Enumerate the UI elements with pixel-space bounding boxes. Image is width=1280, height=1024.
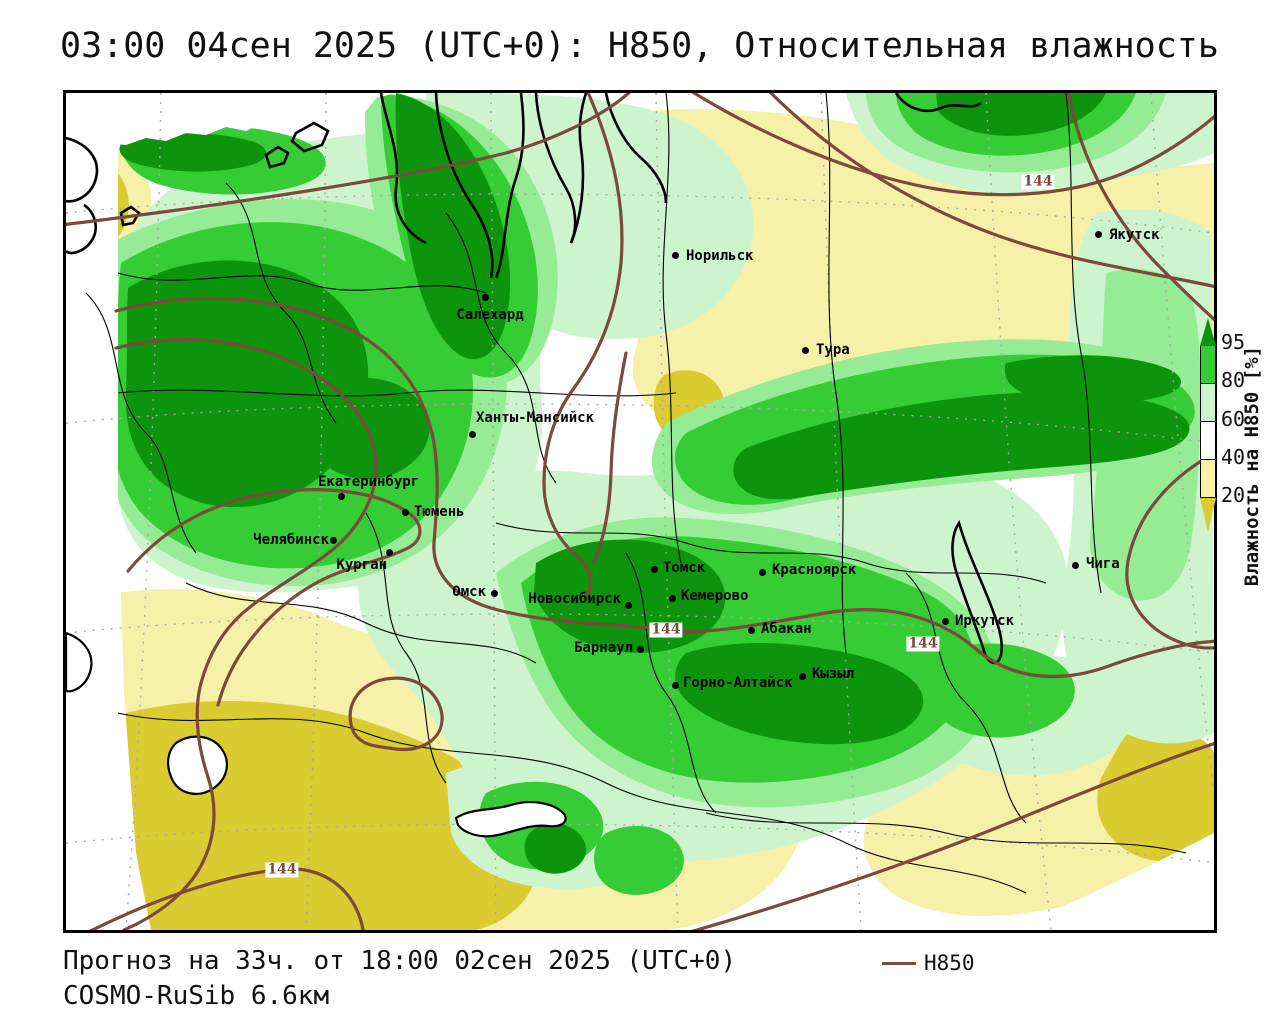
city-marker <box>491 590 498 597</box>
city-marker <box>469 431 476 438</box>
city-label: Курган <box>336 557 387 573</box>
graticule <box>66 93 1214 930</box>
colorbar-tick: 60 <box>1221 406 1246 431</box>
city-label: Абакан <box>761 621 812 637</box>
city-label: Томск <box>663 560 706 576</box>
city-label: Кызыл <box>812 666 855 682</box>
colorbar-tick: 80 <box>1221 367 1246 392</box>
city-marker <box>799 673 806 680</box>
colorbar-level <box>1200 318 1216 346</box>
map-legend: H850 <box>882 951 975 975</box>
colorbar-level <box>1200 346 1216 384</box>
city-marker <box>386 549 393 556</box>
city-marker <box>802 347 809 354</box>
city-marker <box>748 627 755 634</box>
contour-label: 144 <box>265 861 299 878</box>
forecast-info: Прогноз на 33ч. от 18:00 02сен 2025 (UTC… <box>63 946 737 976</box>
city-label: Кемерово <box>681 588 749 604</box>
colorbar-level <box>1200 422 1216 460</box>
h850-legend-label: H850 <box>924 951 975 975</box>
colorbar-level <box>1200 498 1216 532</box>
city-marker <box>330 537 337 544</box>
city-marker <box>402 509 409 516</box>
contour-label: 144 <box>649 621 683 638</box>
city-marker <box>625 602 632 609</box>
model-info: COSMO-RuSib 6.6км <box>63 981 330 1011</box>
humidity-region-gt95 <box>119 93 1190 874</box>
city-label: Якутск <box>1109 227 1160 243</box>
city-marker <box>942 618 949 625</box>
city-marker <box>338 493 345 500</box>
contour-label: 144 <box>906 635 940 652</box>
colorbar-tick: 40 <box>1221 444 1246 469</box>
colorbar-tick: 20 <box>1221 482 1246 507</box>
city-marker <box>482 294 489 301</box>
h850-contours <box>66 93 1214 930</box>
city-label: Ханты-Мансийск <box>476 410 595 426</box>
model-domain-mask <box>66 93 1214 930</box>
city-label: Норильск <box>686 248 754 264</box>
city-label: Барнаул <box>573 640 633 656</box>
city-label: Тюмень <box>414 504 465 520</box>
city-marker <box>651 566 658 573</box>
city-label: Омск <box>452 584 486 600</box>
city-marker <box>1095 231 1102 238</box>
colorbar-tick: 95 <box>1221 329 1246 354</box>
city-marker <box>1072 562 1079 569</box>
city-label: Екатеринбург <box>318 474 420 490</box>
city-marker <box>637 646 644 653</box>
city-marker <box>759 569 766 576</box>
coastlines <box>66 93 1004 665</box>
city-marker <box>669 595 676 602</box>
lakes <box>66 631 567 838</box>
map-overlays: Норильск Якутск Салехард Тура Ханты-Мансийск… <box>66 93 1214 930</box>
humidity-field-map <box>66 93 1214 930</box>
city-label: Горно-Алтайск <box>683 675 793 691</box>
city-label: Иркутск <box>955 613 1015 629</box>
h850-contour-swatch <box>882 961 916 965</box>
colorbar-title: Влажность на H850 [%] <box>1241 345 1263 587</box>
colorbar-level <box>1200 460 1216 498</box>
city-label: Чига <box>1086 556 1120 572</box>
map-canvas: Норильск Якутск Салехард Тура Ханты-Мансийск… <box>63 90 1217 933</box>
colorbar <box>1200 318 1216 532</box>
colorbar-level <box>1200 384 1216 422</box>
city-label: Новосибирск <box>528 591 621 607</box>
city-label: Тура <box>816 342 850 358</box>
contour-label: 144 <box>1021 173 1055 190</box>
map-title: 03:00 04сен 2025 (UTC+0): H850, Относите… <box>60 26 1219 66</box>
city-label: Красноярск <box>772 562 857 578</box>
city-marker <box>672 252 679 259</box>
city-marker <box>672 682 679 689</box>
region-borders <box>85 93 1187 894</box>
city-label: Салехард <box>456 307 524 323</box>
city-label: Челябинск <box>253 532 329 548</box>
